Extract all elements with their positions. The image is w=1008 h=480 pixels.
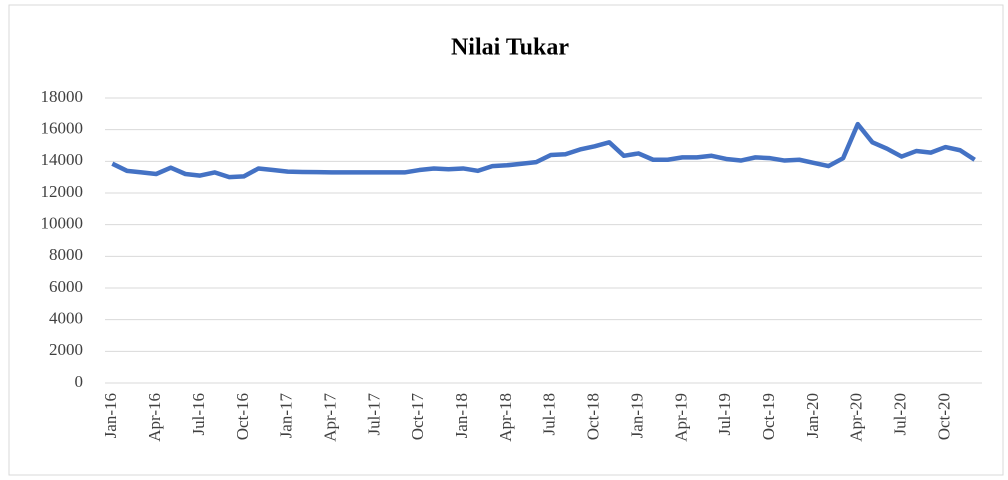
x-tick-label: Jan-19 bbox=[627, 393, 646, 438]
x-tick-label: Jul-18 bbox=[540, 393, 559, 436]
x-tick-label: Jul-19 bbox=[715, 393, 734, 436]
x-tick-label: Jan-18 bbox=[452, 393, 471, 438]
x-tick-label: Apr-19 bbox=[671, 393, 690, 442]
y-tick-label: 6000 bbox=[49, 277, 83, 296]
y-tick-label: 0 bbox=[75, 372, 84, 391]
y-tick-label: 8000 bbox=[49, 245, 83, 264]
y-tick-label: 10000 bbox=[41, 214, 84, 233]
x-tick-label: Oct-17 bbox=[408, 393, 427, 441]
x-tick-label: Apr-20 bbox=[847, 393, 866, 442]
x-tick-label: Jul-16 bbox=[189, 393, 208, 436]
y-tick-label: 4000 bbox=[49, 309, 83, 328]
chart-title: Nilai Tukar bbox=[451, 35, 569, 61]
x-tick-label: Oct-16 bbox=[233, 393, 252, 440]
x-tick-label: Apr-16 bbox=[145, 393, 164, 442]
x-tick-label: Oct-19 bbox=[759, 393, 778, 440]
x-tick-label: Apr-17 bbox=[320, 393, 339, 442]
x-tick-label: Jul-20 bbox=[891, 393, 910, 436]
x-tick-label: Oct-20 bbox=[934, 393, 953, 440]
x-tick-label: Apr-18 bbox=[496, 393, 515, 442]
y-tick-label: 16000 bbox=[41, 119, 84, 138]
x-tick-label: Oct-18 bbox=[584, 393, 603, 440]
x-tick-label: Jan-20 bbox=[803, 393, 822, 438]
chart-border bbox=[8, 4, 1004, 476]
y-tick-label: 12000 bbox=[41, 182, 84, 201]
x-tick-label: Jul-17 bbox=[364, 393, 383, 436]
x-tick-label: Jan-16 bbox=[101, 393, 120, 438]
y-tick-label: 18000 bbox=[41, 87, 84, 106]
y-tick-label: 14000 bbox=[41, 150, 84, 169]
data-line bbox=[111, 121, 976, 180]
y-tick-label: 2000 bbox=[49, 340, 83, 359]
x-tick-label: Jan-17 bbox=[277, 393, 296, 439]
